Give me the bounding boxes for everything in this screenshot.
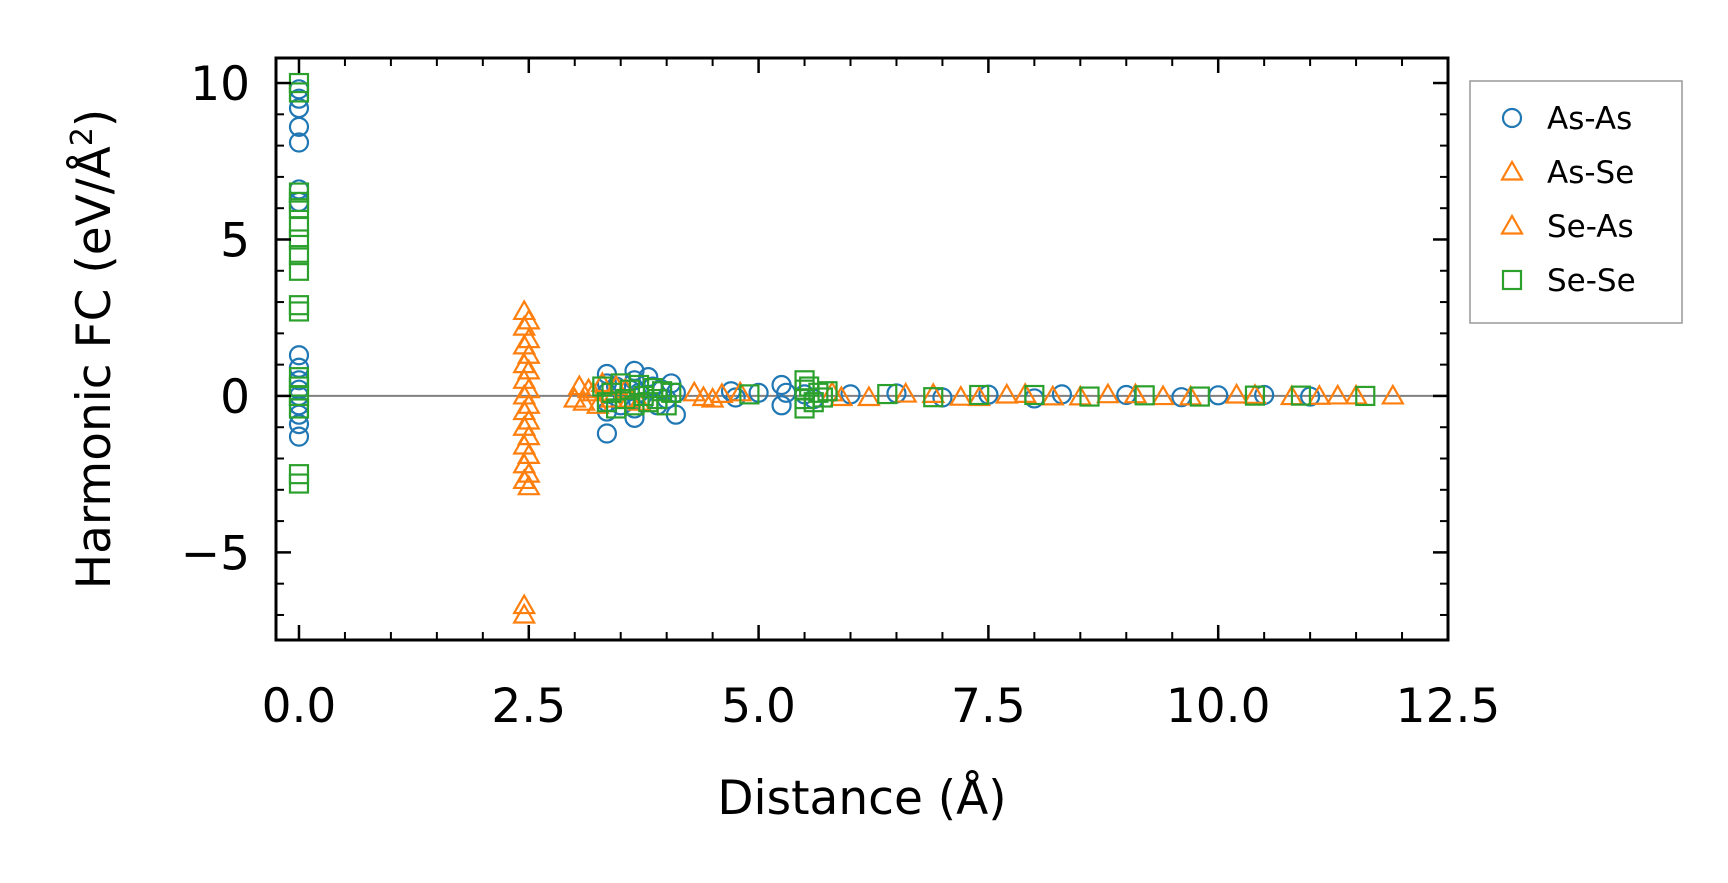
point-se-se <box>1024 384 1045 406</box>
y-tick-label: 5 <box>220 213 250 268</box>
point-se-as <box>1040 384 1065 406</box>
point-se-as <box>893 381 918 403</box>
point-as-as <box>725 387 746 408</box>
point-se-se <box>288 216 310 238</box>
y-axis-title: Harmonic FC (eV/Å2) <box>65 109 122 589</box>
point-as-as <box>596 423 618 444</box>
legend-frame <box>1469 80 1683 324</box>
point-se-as <box>1307 384 1332 405</box>
point-se-as <box>1151 384 1175 406</box>
x-tick-label: 0.0 <box>262 679 337 734</box>
point-se-as <box>1095 382 1120 404</box>
point-se-as <box>585 393 610 414</box>
point-se-se <box>1189 386 1210 407</box>
point-as-as <box>288 413 310 435</box>
point-as-se <box>1380 383 1405 405</box>
x-axis-title: Distance (Å) <box>717 771 1006 826</box>
legend-marker-se-se <box>1501 269 1523 291</box>
point-se-se <box>288 301 310 322</box>
point-se-se <box>923 387 944 408</box>
x-tick-label: 5.0 <box>721 679 796 734</box>
point-se-as <box>691 385 716 407</box>
point-se-se <box>812 387 834 408</box>
point-as-se <box>700 386 725 408</box>
legend: As-As As-Se Se-As Se-Se <box>1469 80 1683 324</box>
point-se-se <box>1244 385 1266 406</box>
data-marks <box>288 72 1405 624</box>
point-se-se <box>1290 385 1312 406</box>
point-se-se <box>656 395 677 416</box>
point-as-se <box>921 382 946 403</box>
point-se-se <box>288 245 310 266</box>
legend-label-se-as: Se-As <box>1547 209 1634 245</box>
point-se-se <box>288 82 310 103</box>
point-as-se <box>682 380 707 402</box>
point-as-as <box>288 345 310 366</box>
x-tick-label: 12.5 <box>1396 679 1501 734</box>
point-se-se <box>817 381 838 402</box>
point-as-as <box>771 395 792 416</box>
legend-marker-as-se <box>1500 159 1524 181</box>
point-se-se <box>288 260 310 281</box>
point-as-se <box>709 382 734 403</box>
y-tick-label: 0 <box>220 370 250 425</box>
tick-labels: 0.0 2.5 5.0 7.5 10.0 12.5 −5 0 5 10 <box>181 57 1501 734</box>
legend-label-as-as: As-As <box>1547 101 1632 137</box>
y-axis-title-superscript: 2 <box>65 127 100 146</box>
y-tick-label: 10 <box>190 57 250 112</box>
point-se-as <box>994 382 1019 404</box>
x-tick-label: 7.5 <box>951 679 1026 734</box>
point-as-se <box>1224 382 1249 404</box>
point-as-se <box>1325 383 1350 405</box>
point-se-se <box>877 383 898 405</box>
legend-marker-se-as <box>1500 213 1524 235</box>
point-as-as <box>288 116 310 137</box>
plot-frame <box>274 56 1450 642</box>
point-as-se <box>856 385 881 407</box>
plot-area-background <box>276 58 1448 640</box>
point-se-as <box>516 474 541 496</box>
legend-marker-as-as <box>1501 107 1523 129</box>
point-se-se <box>661 382 682 403</box>
point-as-as <box>288 426 310 447</box>
point-se-se <box>1355 385 1376 407</box>
legend-label-as-se: As-Se <box>1547 155 1634 191</box>
point-se-as <box>1243 383 1267 404</box>
point-se-se <box>739 384 760 405</box>
point-se-as <box>512 602 537 624</box>
point-se-se <box>1079 386 1100 407</box>
point-se-as <box>516 461 541 483</box>
point-se-se <box>969 384 990 406</box>
point-as-se <box>512 593 537 615</box>
y-axis-title-close: ) <box>67 109 122 127</box>
x-tick-label: 2.5 <box>491 679 566 734</box>
point-se-se <box>288 398 310 419</box>
x-tick-label: 10.0 <box>1166 679 1271 734</box>
point-se-se <box>1134 385 1155 406</box>
y-tick-label: −5 <box>181 526 250 581</box>
y-axis-title-main: Harmonic FC (eV/Å <box>67 146 122 589</box>
legend-label-se-se: Se-Se <box>1547 263 1636 299</box>
point-se-se <box>288 473 310 494</box>
point-se-as <box>948 384 973 406</box>
point-as-as <box>288 132 310 153</box>
